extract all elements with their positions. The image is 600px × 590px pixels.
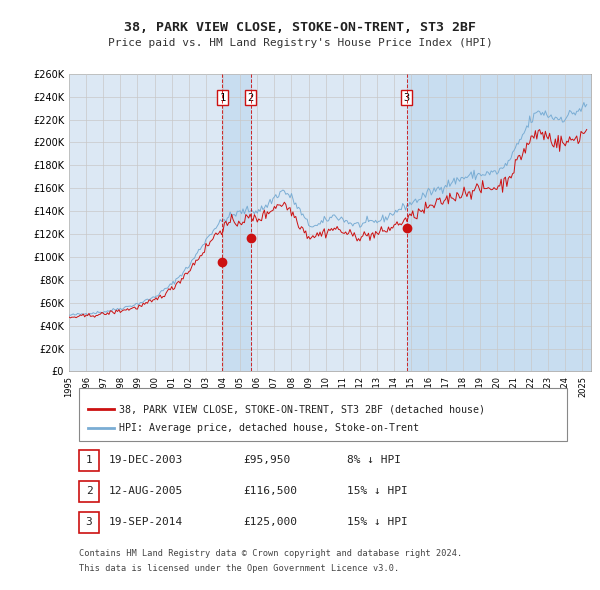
Text: Price paid vs. HM Land Registry's House Price Index (HPI): Price paid vs. HM Land Registry's House … xyxy=(107,38,493,48)
Text: 1: 1 xyxy=(219,93,226,103)
Text: £95,950: £95,950 xyxy=(243,455,290,466)
Text: This data is licensed under the Open Government Licence v3.0.: This data is licensed under the Open Gov… xyxy=(79,564,400,573)
Text: 3: 3 xyxy=(403,93,410,103)
Text: 19-SEP-2014: 19-SEP-2014 xyxy=(109,517,183,527)
Bar xyxy=(79,450,98,471)
Bar xyxy=(407,74,591,372)
Text: £116,500: £116,500 xyxy=(243,486,297,496)
Text: Contains HM Land Registry data © Crown copyright and database right 2024.: Contains HM Land Registry data © Crown c… xyxy=(79,549,463,558)
Text: HPI: Average price, detached house, Stoke-on-Trent: HPI: Average price, detached house, Stok… xyxy=(119,424,419,434)
Bar xyxy=(79,388,566,441)
Text: 1: 1 xyxy=(86,455,92,466)
Text: 8% ↓ HPI: 8% ↓ HPI xyxy=(347,455,401,466)
Text: 38, PARK VIEW CLOSE, STOKE-ON-TRENT, ST3 2BF: 38, PARK VIEW CLOSE, STOKE-ON-TRENT, ST3… xyxy=(124,21,476,34)
Text: 3: 3 xyxy=(86,517,92,527)
Text: £125,000: £125,000 xyxy=(243,517,297,527)
Bar xyxy=(223,74,251,372)
Text: 38, PARK VIEW CLOSE, STOKE-ON-TRENT, ST3 2BF (detached house): 38, PARK VIEW CLOSE, STOKE-ON-TRENT, ST3… xyxy=(119,404,485,414)
Text: 19-DEC-2003: 19-DEC-2003 xyxy=(109,455,183,466)
Text: 15% ↓ HPI: 15% ↓ HPI xyxy=(347,517,408,527)
Text: 2: 2 xyxy=(86,486,92,496)
Bar xyxy=(79,481,98,502)
Text: 2: 2 xyxy=(248,93,254,103)
Text: 12-AUG-2005: 12-AUG-2005 xyxy=(109,486,183,496)
Text: 15% ↓ HPI: 15% ↓ HPI xyxy=(347,486,408,496)
Bar xyxy=(79,512,98,533)
